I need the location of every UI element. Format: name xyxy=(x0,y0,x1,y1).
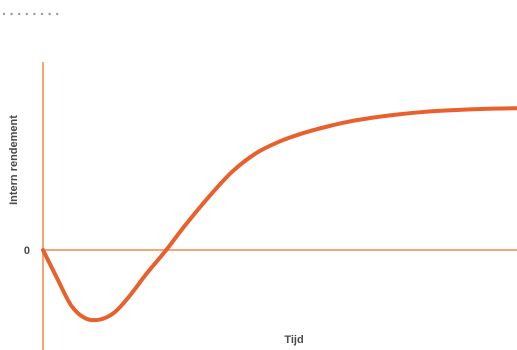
decoration-dot xyxy=(33,12,36,16)
decoration-dot xyxy=(25,12,28,16)
x-axis-label: Tijd xyxy=(284,334,303,346)
decoration-dot xyxy=(40,12,44,16)
decoration-dot xyxy=(48,12,51,16)
decoration-dot xyxy=(10,12,13,16)
y-axis-label: Intern rendement xyxy=(8,115,20,205)
labels-layer: Intern rendement Tijd 0 xyxy=(8,115,304,346)
decoration-dot xyxy=(18,12,21,16)
decoration-dot xyxy=(2,12,6,16)
y-tick-label: 0 xyxy=(24,245,30,257)
axes xyxy=(42,62,517,350)
series-layer xyxy=(41,106,517,323)
dotted-decoration xyxy=(2,12,59,16)
series-line-0 xyxy=(41,106,517,323)
decoration-dot xyxy=(56,12,59,16)
